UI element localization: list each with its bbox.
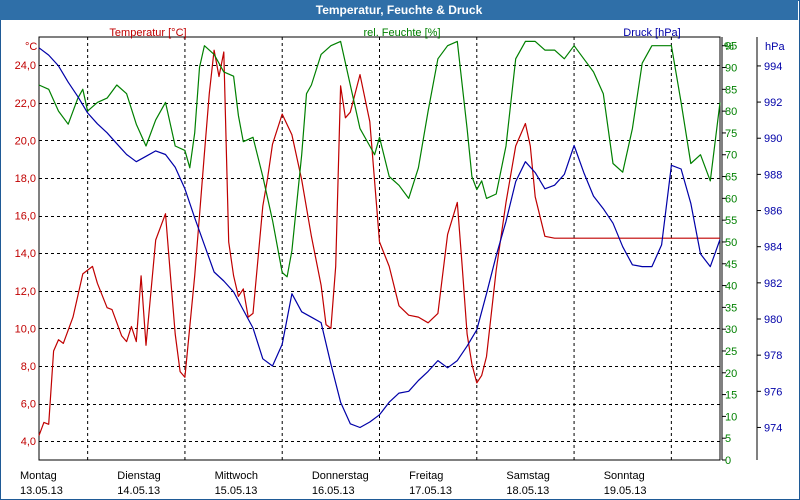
temp-tick-label: 14,0 — [15, 248, 36, 260]
press-unit-label: hPa — [765, 41, 785, 53]
press-tick-label: 986 — [764, 206, 782, 218]
press-tick-label: 980 — [764, 314, 782, 326]
hum-tick-label: 55 — [725, 215, 737, 227]
hum-tick-label: 0 — [725, 455, 731, 467]
hum-tick-label: 35 — [725, 302, 737, 314]
temp-legend: Temperatur [°C] — [109, 27, 186, 39]
temp-tick-label: 22,0 — [15, 98, 36, 110]
plot-area — [38, 36, 721, 461]
temp-tick-label: 4,0 — [21, 436, 36, 448]
date-label: 15.05.13 — [215, 485, 258, 497]
axes-layer: 4,0 6,0 8,0 10,0 12,0 14,0 16,0 18,0 20,0 22,0 24,… — [15, 37, 782, 497]
hum-tick-label: 65 — [725, 172, 737, 184]
press-tick-label: 990 — [764, 133, 782, 145]
temp-tick-label: 16,0 — [15, 211, 36, 223]
hum-tick-label: 5 — [725, 433, 731, 445]
temp-tick-label: 18,0 — [15, 173, 36, 185]
press-tick-label: 984 — [764, 242, 782, 254]
temp-unit-label: °C — [25, 41, 37, 53]
press-tick-label: 978 — [764, 350, 782, 362]
hum-tick-label: 95 — [725, 41, 737, 53]
date-label: 17.05.13 — [409, 485, 452, 497]
temp-tick-label: 10,0 — [15, 323, 36, 335]
window-title: Temperatur, Feuchte & Druck — [0, 0, 798, 20]
hum-tick-label: 50 — [725, 237, 737, 249]
date-label: 19.05.13 — [604, 485, 647, 497]
hum-tick-label: 40 — [725, 281, 737, 293]
series-layer — [38, 40, 721, 436]
day-label: Donnerstag — [312, 470, 369, 482]
hum-tick-label: 85 — [725, 84, 737, 96]
hum-tick-label: 80 — [725, 106, 737, 118]
hum-tick-label: 75 — [725, 128, 737, 140]
date-label: 13.05.13 — [20, 485, 63, 497]
press-tick-label: 974 — [764, 422, 782, 434]
temp-tick-label: 8,0 — [21, 361, 36, 373]
hum-unit-label: % — [724, 41, 734, 53]
hum-legend: rel. Feuchte [%] — [363, 27, 440, 39]
hum-tick-label: 45 — [725, 259, 737, 271]
hum-tick-label: 90 — [725, 63, 737, 75]
hum-tick-label: 15 — [725, 390, 737, 402]
hum-tick-label: 20 — [725, 368, 737, 380]
press-tick-label: 976 — [764, 386, 782, 398]
day-label: Mittwoch — [215, 470, 258, 482]
day-label: Dienstag — [117, 470, 160, 482]
press-legend: Druck [hPa] — [623, 27, 680, 39]
hum-tick-label: 70 — [725, 150, 737, 162]
date-label: 18.05.13 — [506, 485, 549, 497]
temp-tick-label: 24,0 — [15, 60, 36, 72]
press-tick-label: 982 — [764, 278, 782, 290]
hum-tick-label: 30 — [725, 324, 737, 336]
temp-tick-label: 12,0 — [15, 286, 36, 298]
hum-series-line — [38, 40, 721, 278]
date-label: 16.05.13 — [312, 485, 355, 497]
press-tick-label: 992 — [764, 97, 782, 109]
press-series-line — [38, 47, 721, 429]
temp-tick-label: 6,0 — [21, 399, 36, 411]
temp-series-line — [38, 49, 720, 436]
hum-tick-label: 10 — [725, 411, 737, 423]
grid-lines — [39, 37, 720, 460]
hum-tick-label: 25 — [725, 346, 737, 358]
press-tick-label: 988 — [764, 169, 782, 181]
day-label: Samstag — [506, 470, 549, 482]
date-label: 14.05.13 — [117, 485, 160, 497]
day-label: Montag — [20, 470, 57, 482]
day-label: Sonntag — [604, 470, 645, 482]
hum-tick-label: 60 — [725, 193, 737, 205]
press-tick-label: 994 — [764, 61, 782, 73]
day-label: Freitag — [409, 470, 443, 482]
temp-tick-label: 20,0 — [15, 135, 36, 147]
